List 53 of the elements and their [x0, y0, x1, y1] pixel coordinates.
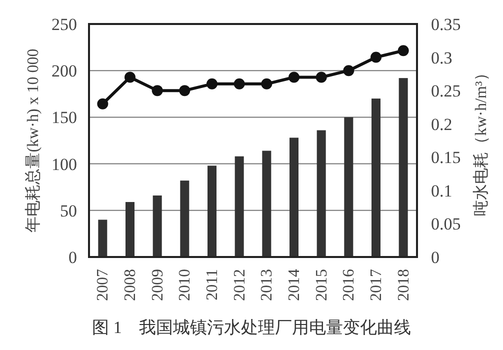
point — [206, 78, 218, 90]
x-tick-label: 2017 — [368, 269, 385, 301]
point — [179, 85, 190, 96]
x-tick-label: 2010 — [176, 269, 194, 301]
point — [343, 65, 354, 76]
point — [370, 52, 382, 63]
x-tick-label: 2008 — [122, 269, 139, 301]
y-tick-label: 0 — [68, 248, 77, 267]
y-tick-label: 250 — [52, 15, 77, 34]
y-tick-label: 50 — [60, 201, 77, 220]
x-tick-label: 2016 — [340, 269, 358, 301]
x-tick-label: 2011 — [204, 269, 221, 300]
y2-tick-label: 0.3 — [431, 48, 452, 68]
y2-axis-title: 吨水电耗（kw·h/m³） — [472, 65, 490, 216]
point — [288, 72, 300, 83]
x-tick-label: 2009 — [149, 269, 166, 301]
y2-tick-label: 0.35 — [431, 15, 461, 34]
bar — [208, 166, 216, 257]
bar — [234, 156, 244, 257]
bar — [180, 180, 190, 257]
y2-tick-label: 0.1 — [431, 181, 452, 200]
point — [261, 78, 272, 90]
point — [97, 98, 108, 110]
point — [152, 85, 163, 96]
point — [124, 72, 136, 83]
x-tick-label: 2018 — [395, 269, 412, 301]
y2-tick-label: 0.15 — [431, 148, 461, 168]
bar — [126, 202, 134, 257]
x-tick-label: 2013 — [258, 269, 276, 301]
x-tick-label: 2014 — [286, 269, 303, 301]
y2-tick-label: 0 — [431, 248, 440, 267]
point — [316, 72, 327, 83]
y2-tick-label: 0.2 — [431, 114, 452, 134]
y2-tick-label: 0.05 — [431, 214, 461, 234]
bar — [152, 195, 162, 257]
bar — [372, 98, 380, 257]
bar — [290, 138, 298, 257]
x-tick-label: 2007 — [94, 269, 112, 301]
bar — [316, 130, 326, 257]
text: 图 1 我国城镇污水处理厂用电量变化曲线 — [92, 318, 411, 337]
y-tick-label: 200 — [52, 62, 77, 81]
y-tick-label: 150 — [52, 108, 77, 128]
x-tick-label: 2015 — [313, 269, 330, 301]
y-axis-title: 年电耗总量(kw·h) x 10 000 — [24, 48, 42, 232]
y2-tick-label: 0.25 — [431, 82, 461, 101]
bar — [262, 150, 272, 257]
y-tick-label: 100 — [52, 154, 77, 174]
bar — [98, 220, 108, 257]
x-tick-label: 2012 — [231, 269, 248, 301]
point — [234, 78, 245, 90]
bar — [398, 78, 408, 257]
point — [398, 45, 409, 56]
bar — [344, 117, 354, 257]
